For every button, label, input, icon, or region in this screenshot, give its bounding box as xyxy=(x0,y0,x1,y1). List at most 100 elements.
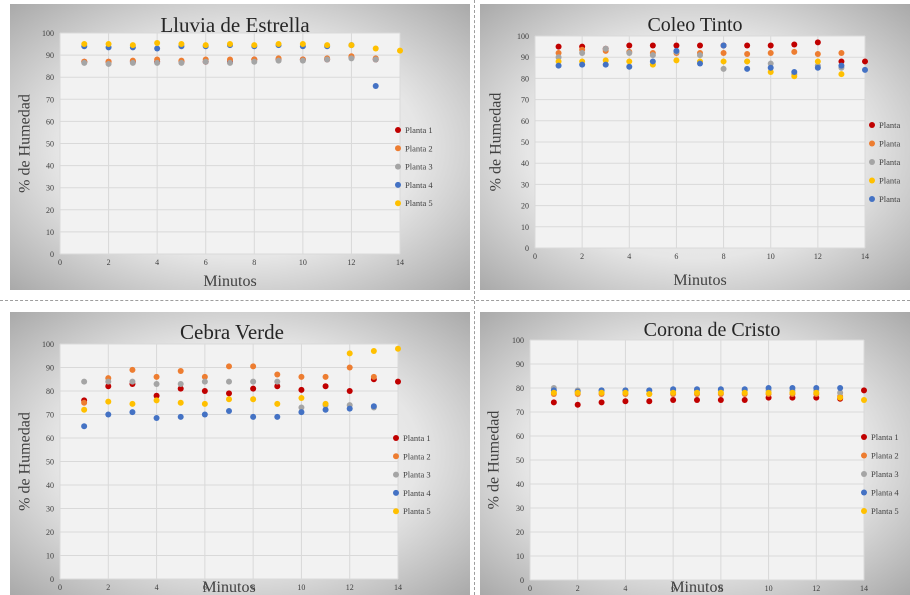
y-tick-label: 80 xyxy=(516,384,524,393)
y-tick-label: 90 xyxy=(516,360,524,369)
data-point xyxy=(177,368,184,375)
data-point xyxy=(555,49,562,56)
y-tick-label: 90 xyxy=(46,364,54,373)
data-point xyxy=(649,52,656,59)
y-tick-label: 100 xyxy=(42,29,54,38)
data-point xyxy=(555,58,562,65)
data-point xyxy=(862,58,868,65)
legend-marker xyxy=(393,508,399,515)
data-point xyxy=(814,58,821,65)
y-tick-label: 100 xyxy=(42,340,54,349)
data-point xyxy=(298,373,305,380)
data-point xyxy=(346,350,353,357)
data-point xyxy=(838,62,845,69)
x-tick-label: 4 xyxy=(155,258,159,267)
y-axis-label: % de Humedad xyxy=(486,411,503,510)
data-point xyxy=(177,385,184,392)
legend-label: Planta 3 xyxy=(871,469,899,479)
data-point xyxy=(105,383,112,390)
x-tick-label: 6 xyxy=(674,252,678,261)
y-tick-label: 40 xyxy=(46,481,54,490)
data-point xyxy=(395,378,401,385)
legend-marker xyxy=(395,145,401,152)
legend-label: Planta 1 xyxy=(405,125,433,135)
data-point xyxy=(861,397,867,403)
legend-label: Planta 4 xyxy=(871,488,899,498)
legend-marker xyxy=(393,471,399,478)
data-point xyxy=(105,60,112,67)
x-tick-label: 12 xyxy=(812,584,820,593)
x-tick-label: 8 xyxy=(252,258,256,267)
legend-label: Planta 2 xyxy=(403,451,431,461)
data-point xyxy=(251,42,258,49)
data-point xyxy=(767,64,774,71)
data-point xyxy=(129,42,136,49)
legend-label: Planta 3 xyxy=(403,470,431,480)
x-tick-label: 14 xyxy=(394,583,402,592)
x-tick-label: 14 xyxy=(861,252,869,261)
legend-label: Planta 5 xyxy=(871,506,899,516)
data-point xyxy=(250,363,257,370)
data-point xyxy=(744,65,751,72)
data-point xyxy=(129,59,136,66)
data-point xyxy=(275,41,282,48)
x-tick-label: 14 xyxy=(860,584,868,593)
data-point xyxy=(598,389,605,396)
y-tick-label: 20 xyxy=(46,206,54,215)
y-tick-label: 0 xyxy=(525,244,529,253)
y-axis-label: % de Humedad xyxy=(17,412,34,511)
data-point xyxy=(153,380,160,387)
x-tick-label: 0 xyxy=(533,252,537,261)
x-tick-label: 8 xyxy=(719,584,723,593)
x-tick-label: 2 xyxy=(107,258,111,267)
y-tick-label: 70 xyxy=(46,411,54,420)
data-point xyxy=(177,399,184,406)
data-point xyxy=(622,389,629,396)
data-point xyxy=(602,45,609,52)
data-point xyxy=(626,63,633,70)
legend-marker xyxy=(869,122,875,128)
data-point xyxy=(298,386,305,393)
data-point xyxy=(673,57,680,64)
data-point xyxy=(129,378,136,385)
y-axis-label: % de Humedad xyxy=(488,93,505,192)
data-point xyxy=(250,385,257,392)
data-point xyxy=(153,392,160,399)
legend-marker xyxy=(861,434,867,440)
chart-svg-lluvia-de-estrella: 0 10 20 30 40 50 60 70 80 90 100 0 2 4 6 8 10 12 14 Lluvia … xyxy=(17,13,434,290)
data-point xyxy=(862,66,868,73)
y-tick-label: 0 xyxy=(50,575,54,584)
x-tick-label: 8 xyxy=(251,583,255,592)
chart-corona-de-cristo: 0 10 20 30 40 50 60 70 80 90 100 0 2 4 6 8 10 12 14 Corona … xyxy=(480,312,910,595)
data-point xyxy=(626,49,633,56)
data-point xyxy=(348,42,355,49)
y-tick-label: 80 xyxy=(46,73,54,82)
data-point xyxy=(837,389,844,396)
y-tick-label: 0 xyxy=(50,250,54,259)
x-axis-label: Minutos xyxy=(203,273,256,290)
y-tick-label: 90 xyxy=(46,51,54,60)
y-tick-label: 20 xyxy=(516,528,524,537)
data-point xyxy=(765,389,772,396)
chart-coleo-tinto: 0 10 20 30 40 50 60 70 80 90 100 0 2 4 6 8 10 12 14 Coleo T… xyxy=(480,4,910,290)
data-point xyxy=(129,400,136,407)
y-tick-label: 50 xyxy=(46,140,54,149)
legend-label: Planta 1 xyxy=(871,432,899,442)
data-point xyxy=(298,404,305,411)
chart-title: Coleo Tinto xyxy=(647,14,742,36)
legend-marker xyxy=(861,489,867,496)
y-tick-label: 30 xyxy=(521,180,529,189)
x-axis-label: Minutos xyxy=(673,272,726,289)
data-point xyxy=(598,399,605,406)
y-axis-label: % de Humedad xyxy=(17,94,34,193)
legend-label: Planta 5 xyxy=(405,198,433,208)
data-point xyxy=(670,389,677,396)
y-tick-label: 80 xyxy=(521,74,529,83)
data-point xyxy=(250,378,257,385)
x-tick-label: 6 xyxy=(671,584,675,593)
data-point xyxy=(550,399,557,406)
chart-lluvia-de-estrella: 0 10 20 30 40 50 60 70 80 90 100 0 2 4 6 8 10 12 14 Lluvia … xyxy=(10,4,470,290)
legend-label: Planta 2 xyxy=(871,451,899,461)
data-point xyxy=(767,60,774,67)
x-tick-label: 10 xyxy=(299,258,307,267)
